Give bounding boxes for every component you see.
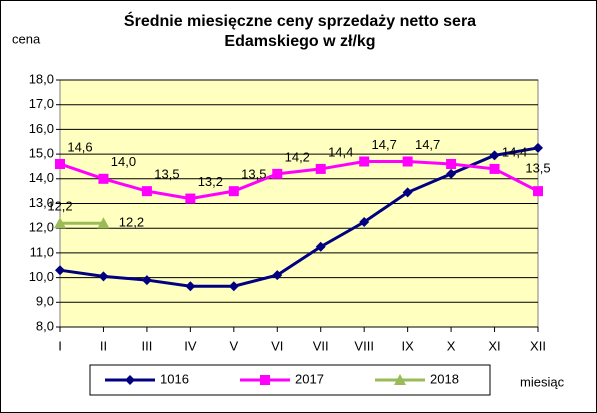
x-tick-label: VII <box>313 338 329 353</box>
y-tick-label: 11,0 <box>30 244 54 259</box>
data-label: 14,2 <box>285 149 310 164</box>
point <box>54 217 66 229</box>
chart-title: Średnie miesięczne ceny sprzedaży netto … <box>124 11 476 30</box>
point <box>446 158 457 169</box>
series-line <box>59 160 539 201</box>
x-tick-label: V <box>229 338 238 353</box>
x-tick-label: III <box>141 338 152 353</box>
x-tick-label: X <box>447 338 456 353</box>
y-tick-label: 10,0 <box>29 269 54 284</box>
point <box>141 186 152 197</box>
y-axis-label: cena <box>12 31 41 46</box>
data-label: 14,7 <box>372 137 397 152</box>
point <box>402 156 413 167</box>
y-tick-label: 9,0 <box>36 294 54 309</box>
point <box>55 158 65 169</box>
x-tick-label: XII <box>530 338 546 353</box>
data-label: 14,4 <box>502 144 527 159</box>
point <box>402 187 413 198</box>
point <box>359 217 370 228</box>
legend-label: 2018 <box>430 371 459 386</box>
y-tick-label: 17,0 <box>29 96 54 111</box>
y-tick-label: 8,0 <box>36 318 54 333</box>
y-tick-label: 15,0 <box>29 146 54 161</box>
point <box>228 281 239 292</box>
y-tick-label: 18,0 <box>29 71 54 86</box>
data-label: 13,5 <box>525 161 550 176</box>
point <box>446 168 457 179</box>
point <box>97 217 110 229</box>
y-tick-label: 13,0 <box>29 195 54 210</box>
legend-label: 1016 <box>160 371 189 386</box>
point <box>272 168 283 179</box>
point <box>315 163 326 174</box>
data-label: 14,6 <box>67 139 92 154</box>
point <box>228 186 239 197</box>
x-tick-label: XI <box>488 338 500 353</box>
data-label: 12,2 <box>47 199 72 214</box>
y-tick-label: 12,0 <box>29 220 54 235</box>
point <box>125 375 135 385</box>
point <box>185 281 196 292</box>
y-tick-label: 16,0 <box>29 121 54 136</box>
data-label: 14,0 <box>111 154 136 169</box>
x-tick-label: IX <box>401 338 414 353</box>
data-label: 13,2 <box>198 174 223 189</box>
point <box>533 186 543 197</box>
point <box>272 270 283 281</box>
x-tick-label: VI <box>271 338 283 353</box>
point <box>489 163 500 174</box>
point <box>533 142 543 153</box>
point <box>55 265 65 276</box>
point <box>315 241 326 252</box>
x-tick-label: VIII <box>354 338 374 353</box>
x-tick-label: II <box>100 338 107 353</box>
point <box>394 374 406 385</box>
point <box>489 150 500 161</box>
legend-label: 2017 <box>295 371 324 386</box>
series-line <box>59 146 539 288</box>
x-axis-label: miesiąc <box>520 374 565 389</box>
data-label: 14,4 <box>328 144 353 159</box>
point <box>141 275 152 286</box>
point <box>185 193 196 204</box>
data-label: 13,5 <box>241 167 266 182</box>
y-tick-label: 14,0 <box>29 170 54 185</box>
point <box>98 271 109 282</box>
data-label: 14,7 <box>415 137 440 152</box>
data-label: 12,2 <box>119 215 144 230</box>
point <box>98 173 109 184</box>
data-label: 13,5 <box>154 167 179 182</box>
chart-title: Edamskiego w zł/kg <box>224 33 375 50</box>
x-tick-label: IV <box>184 338 197 353</box>
point <box>359 156 370 167</box>
x-tick-label: I <box>58 338 62 353</box>
point <box>260 375 270 385</box>
